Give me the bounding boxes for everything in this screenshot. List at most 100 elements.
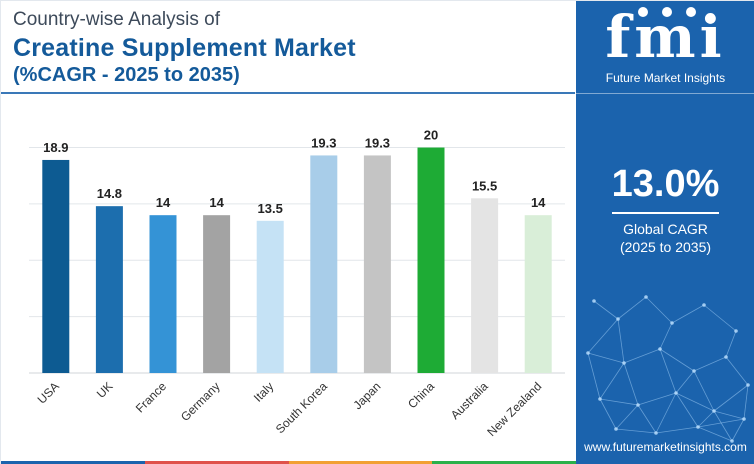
network-node (742, 417, 746, 421)
network-line (743, 384, 749, 420)
network-node (670, 321, 674, 325)
title-line-2: Creatine Supplement Market (13, 34, 356, 62)
network-line (671, 304, 705, 324)
network-node (644, 295, 648, 299)
bar-china (417, 147, 445, 373)
x-tick-label: France (133, 379, 170, 416)
bar-value-label: 14 (209, 195, 224, 210)
network-line (697, 418, 745, 428)
network-line (615, 404, 639, 430)
network-line (697, 410, 715, 428)
network-line (623, 348, 661, 364)
network-line (659, 348, 677, 394)
bar-italy (256, 220, 284, 373)
bar-uk (95, 206, 123, 373)
network-line (617, 296, 647, 320)
network-node (654, 431, 658, 435)
network-node (592, 299, 596, 303)
bar-new-zealand (524, 215, 552, 373)
network-node (636, 403, 640, 407)
network-line (731, 418, 745, 442)
network-line (587, 318, 619, 354)
network-line (659, 322, 673, 350)
bar-chart: 18.9 14.8 14 14 13.5 19.3 19.3 20 15.5 14 USA UK Fr… (29, 128, 565, 439)
x-tick-label: Australia (448, 379, 491, 422)
network-line (675, 370, 695, 394)
network-line (599, 398, 639, 406)
x-tick-label: New Zealand (484, 379, 544, 439)
x-tick-label: UK (94, 379, 116, 401)
bar-australia (471, 198, 499, 373)
network-node (696, 425, 700, 429)
logo: fmi (605, 3, 726, 71)
bottom-bar-segment (1, 461, 145, 464)
bar-value-label: 13.5 (258, 201, 283, 216)
bar-germany (203, 215, 231, 373)
network-line (637, 404, 657, 434)
network-line (697, 426, 733, 442)
title-line-1: Country-wise Analysis of (13, 9, 220, 30)
network-line (599, 362, 625, 400)
bottom-bar-segment (144, 461, 289, 464)
logo-subtitle: Future Market Insights (605, 71, 726, 85)
network-line (655, 392, 677, 434)
network-node (734, 329, 738, 333)
network-line (599, 398, 617, 430)
network-line (675, 392, 715, 412)
network-line (713, 410, 733, 442)
x-tick-label: South Korea (273, 379, 330, 436)
x-tick-label: Italy (251, 379, 276, 404)
network-node (724, 355, 728, 359)
bar-usa (42, 159, 70, 373)
network-node (746, 383, 750, 387)
logo-globe-icon (638, 7, 648, 17)
network-node (622, 361, 626, 365)
network-node (598, 397, 602, 401)
network-node (614, 427, 618, 431)
network-line (725, 330, 737, 358)
bar-south-korea (310, 155, 338, 373)
x-tick-label: China (405, 379, 437, 411)
bar-value-label: 18.9 (43, 140, 68, 155)
network-node (730, 439, 734, 443)
network-decoration (586, 295, 750, 443)
x-tick-label: USA (35, 379, 62, 406)
cagr-divider (612, 212, 719, 214)
website-url: www.futuremarketinsights.com (584, 440, 747, 454)
global-cagr-label: Global CAGR (623, 221, 708, 237)
network-line (675, 392, 699, 428)
network-node (702, 303, 706, 307)
logo-chart-icon (686, 7, 696, 17)
global-cagr-period: (2025 to 2035) (619, 239, 712, 255)
bar-value-label: 19.3 (365, 135, 390, 150)
network-line (725, 356, 749, 386)
logo-icons (638, 7, 696, 17)
network-line (587, 352, 625, 364)
x-tick-label: Germany (178, 379, 223, 424)
global-cagr-value: 13.0% (611, 163, 720, 205)
network-line (615, 428, 657, 434)
chart-value-labels: 18.9 14.8 14 14 13.5 19.3 19.3 20 15.5 14 (43, 128, 546, 216)
network-line (703, 304, 737, 332)
network-line (637, 392, 677, 406)
bar-value-label: 19.3 (311, 135, 336, 150)
bar-value-label: 14.8 (97, 186, 122, 201)
bar-france (149, 215, 177, 373)
logo-divider (576, 93, 754, 94)
network-line (623, 362, 639, 406)
bottom-bar-segment (288, 461, 433, 464)
network-line (655, 426, 699, 434)
network-line (587, 352, 601, 400)
network-line (693, 356, 727, 372)
network-node (616, 317, 620, 321)
network-line (645, 296, 673, 324)
bar-value-label: 14 (531, 195, 546, 210)
network-node (692, 369, 696, 373)
logo-flask-icon (662, 7, 672, 17)
network-line (693, 370, 715, 412)
x-tick-label: Japan (350, 379, 383, 412)
network-line (659, 348, 695, 372)
summary-panel: fmi Future Market Insights 13.0% Global … (576, 1, 754, 464)
network-line (713, 410, 745, 420)
bar-value-label: 20 (424, 128, 438, 143)
